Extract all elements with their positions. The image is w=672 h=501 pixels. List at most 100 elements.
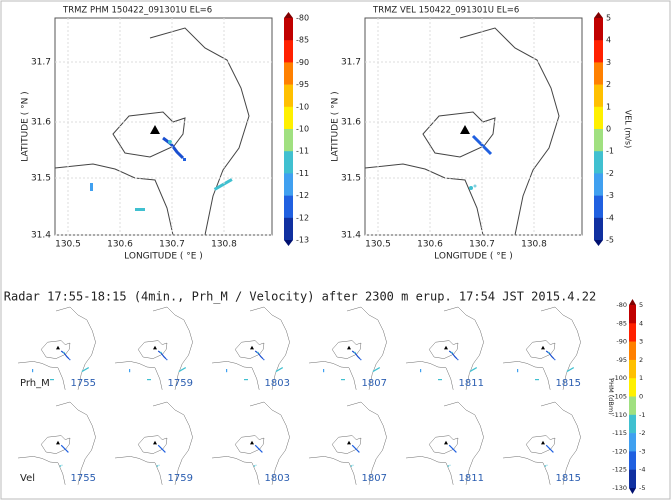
colorbar-segment: [284, 18, 293, 41]
y-tick-label: 31.4: [341, 231, 361, 241]
colorbar-tick-label: -85: [616, 319, 627, 327]
colorbar-segment: [594, 196, 603, 219]
colorbar-segment: [594, 151, 603, 174]
time-label: 1815: [556, 378, 581, 389]
x-tick-label: 130.6: [417, 240, 443, 250]
colorbar-tick-label: -95: [296, 80, 309, 89]
figure: TRMZ PHM 150422_091301U EL=6 31.7 31.6 31.5…: [0, 0, 672, 501]
colorbar-segment: [284, 129, 293, 152]
colorbar-segment: [594, 40, 603, 63]
colorbar-segment: [629, 415, 636, 434]
colorbar-segment: [594, 62, 603, 85]
colorbar-tick-label: -12: [296, 191, 309, 200]
frame: [1, 1, 670, 499]
colorbar-segment: [629, 433, 636, 452]
x-tick-label: 130.7: [159, 240, 185, 250]
colorbar-tick-label: -11: [296, 147, 309, 156]
colorbar-segment: [284, 40, 293, 63]
time-label: 1807: [362, 378, 387, 389]
panel-title: TRMZ VEL 150422_091301U EL=6: [372, 6, 519, 16]
colorbar-segment: [594, 173, 603, 196]
colorbar-tick-label: -1: [606, 147, 614, 156]
colorbar-segment: [594, 218, 603, 241]
colorbar-segment: [629, 397, 636, 416]
x-tick-label: 130.7: [469, 240, 495, 250]
time-label: 1815: [556, 473, 581, 484]
colorbar-segment: [284, 218, 293, 241]
colorbar-segment: [594, 18, 603, 41]
time-label: 1803: [265, 473, 290, 484]
time-label: 1755: [71, 378, 96, 389]
colorbar-tick-label: -80: [616, 301, 627, 309]
x-tick-label: 130.6: [107, 240, 133, 250]
time-label: 1811: [459, 473, 484, 484]
colorbar-tick-label: -11: [296, 169, 309, 178]
time-label: 1807: [362, 473, 387, 484]
y-tick-label: 31.5: [341, 174, 361, 184]
colorbar-segment: [284, 196, 293, 219]
colorbar-segment: [629, 342, 636, 361]
colorbar-segment: [594, 129, 603, 152]
colorbar-tick-label: 1: [639, 374, 643, 382]
bottom-title: Radar 17:55-18:15 (4min., Prh_M / Veloci…: [4, 290, 596, 304]
x-tick-label: 130.8: [521, 240, 547, 250]
y-tick-label: 31.6: [341, 118, 361, 128]
colorbar-tick-label: -130: [612, 484, 627, 492]
y-axis-label: LATITUDE ( °N ): [331, 91, 341, 161]
colorbar-label: VEL (m/s): [624, 110, 633, 148]
colorbar-segment: [284, 85, 293, 108]
colorbar-tick-label: -10: [296, 102, 309, 111]
colorbar-segment: [629, 323, 636, 342]
x-tick-label: 130.8: [211, 240, 237, 250]
colorbar-tick-label: -4: [606, 213, 614, 222]
colorbar-tick-label: -90: [616, 338, 627, 346]
y-axis-label: LATITUDE ( °N ): [21, 91, 31, 161]
colorbar-tick-label: -2: [606, 169, 614, 178]
colorbar-segment: [629, 360, 636, 379]
x-tick-label: 130.5: [365, 240, 391, 250]
colorbar-segment: [284, 151, 293, 174]
colorbar-segment: [594, 107, 603, 130]
colorbar-segment: [594, 85, 603, 108]
y-tick-label: 31.7: [31, 58, 51, 68]
time-label: 1759: [168, 473, 193, 484]
colorbar-tick-label: -120: [612, 447, 627, 455]
colorbar-tick-label: -12: [296, 213, 309, 222]
colorbar-tick-label: -90: [296, 58, 309, 67]
x-axis-label: LONGITUDE ( °E ): [124, 252, 203, 262]
time-label: 1803: [265, 378, 290, 389]
colorbar-tick-label: 4: [639, 319, 643, 327]
colorbar-tick-label: -80: [296, 14, 309, 23]
colorbar-label: PHM (dBm): [607, 378, 615, 414]
colorbar-tick-label: 4: [606, 36, 611, 45]
colorbar-tick-label: -115: [612, 429, 627, 437]
colorbar-segment: [629, 451, 636, 470]
time-label: 1811: [459, 378, 484, 389]
colorbar-tick-label: -5: [606, 236, 614, 245]
colorbar-tick-label: -5: [639, 484, 645, 492]
y-tick-label: 31.4: [31, 231, 51, 241]
colorbar-segment: [284, 173, 293, 196]
colorbar-segment: [284, 62, 293, 85]
row-label: Prh_M: [20, 378, 50, 389]
y-tick-label: 31.6: [31, 118, 51, 128]
colorbar-tick-label: -3: [606, 191, 614, 200]
colorbar-segment: [284, 107, 293, 130]
colorbar-tick-label: 3: [606, 58, 611, 67]
colorbar-segment: [629, 470, 636, 489]
colorbar-segment: [629, 378, 636, 397]
x-tick-label: 130.5: [55, 240, 81, 250]
colorbar-tick-label: 5: [606, 14, 611, 23]
colorbar-tick-label: 3: [639, 338, 643, 346]
colorbar-tick-label: 0: [639, 393, 643, 401]
colorbar-tick-label: 2: [639, 356, 643, 364]
colorbar-tick-label: -2: [639, 429, 645, 437]
colorbar-tick-label: 0: [606, 125, 611, 134]
colorbar-tick-label: -4: [639, 466, 645, 474]
x-axis-label: LONGITUDE ( °E ): [434, 252, 513, 262]
colorbar-tick-label: -13: [296, 236, 309, 245]
colorbar-segment: [629, 305, 636, 324]
panel-title: TRMZ PHM 150422_091301U EL=6: [62, 6, 212, 16]
time-label: 1755: [71, 473, 96, 484]
y-tick-label: 31.7: [341, 58, 361, 68]
